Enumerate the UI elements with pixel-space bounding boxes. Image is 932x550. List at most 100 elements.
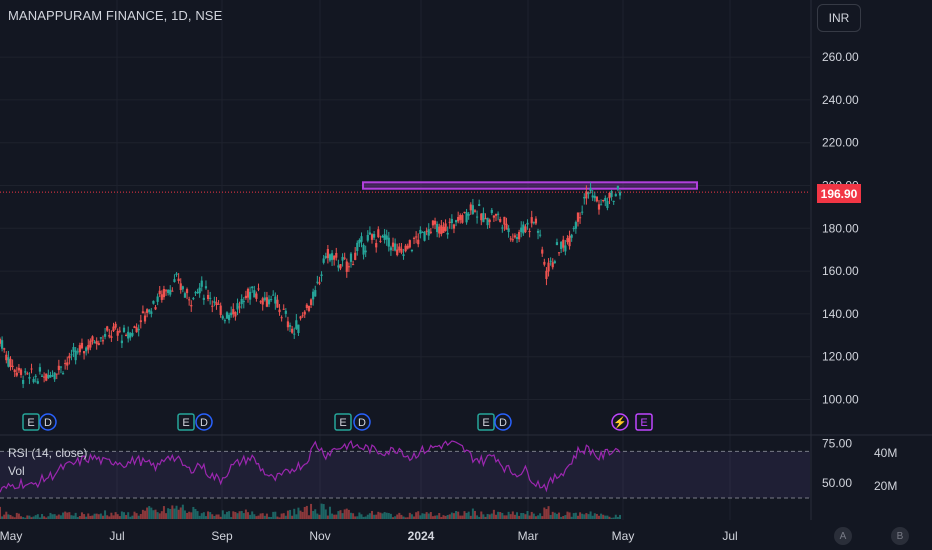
candle-body: [108, 335, 111, 337]
volume-bar: [160, 511, 163, 519]
candle-body: [133, 326, 136, 329]
volume-bar: [188, 511, 191, 519]
candle-body: [74, 350, 77, 361]
candle-body: [330, 253, 334, 260]
candle-body: [581, 211, 584, 213]
volume-legend-label[interactable]: Vol: [8, 464, 25, 478]
earnings-marker[interactable]: [334, 413, 352, 431]
volume-bar: [404, 517, 407, 519]
currency-button[interactable]: INR: [817, 4, 861, 32]
volume-bar: [91, 515, 94, 519]
volume-bar: [1, 516, 4, 519]
candle-body: [95, 340, 98, 344]
candle-body: [333, 255, 336, 260]
volume-bar: [272, 511, 275, 519]
candle-body: [85, 347, 88, 352]
volume-bar: [5, 511, 8, 519]
volume-bar: [72, 515, 75, 519]
time-tick-label: Mar: [518, 529, 539, 543]
resistance-box[interactable]: [362, 181, 698, 190]
split-marker-letter: ⚡: [613, 416, 627, 429]
volume-bar: [333, 514, 336, 519]
volume-bar: [59, 515, 62, 519]
volume-bar: [24, 517, 27, 519]
candle-body: [299, 316, 302, 319]
volume-bar: [394, 516, 397, 519]
volume-bar: [589, 511, 592, 519]
candle-body: [345, 261, 348, 272]
volume-bar: [465, 512, 468, 519]
candle-body: [562, 239, 565, 248]
candle-body: [454, 220, 458, 223]
dividend-marker[interactable]: [494, 413, 512, 431]
candle-body: [301, 315, 304, 317]
log-scale-button[interactable]: B: [891, 527, 909, 545]
volume-bar: [352, 513, 355, 519]
candle-body: [0, 339, 2, 344]
candle-body: [616, 185, 619, 190]
candle-body: [251, 286, 254, 289]
candle-body: [181, 286, 184, 290]
volume-bar: [17, 513, 20, 519]
candle-body: [284, 310, 287, 314]
volume-bar: [225, 511, 228, 519]
volume-bar: [293, 508, 296, 519]
candle-body: [286, 321, 290, 328]
volume-bar: [526, 510, 529, 519]
resistance-zone[interactable]: [362, 181, 698, 190]
candle-body: [589, 188, 592, 191]
split-marker[interactable]: [611, 413, 629, 431]
volume-bar: [20, 516, 23, 519]
candle-body: [99, 337, 102, 339]
candle-body: [351, 264, 355, 266]
candle-body: [114, 323, 117, 328]
candle-body: [215, 302, 218, 306]
candle-body: [539, 234, 542, 236]
candle-body: [507, 228, 510, 233]
volume-bar: [452, 513, 455, 519]
volume-bar: [347, 509, 350, 519]
candle-body: [280, 317, 283, 319]
volume-bar: [377, 511, 380, 519]
volume-bar: [413, 516, 416, 519]
dividend-marker[interactable]: [353, 413, 371, 431]
candle-body: [154, 307, 157, 310]
volume-bar: [175, 505, 178, 519]
volume-bar: [251, 511, 254, 519]
earnings-marker[interactable]: [177, 413, 195, 431]
volume-bar: [32, 516, 35, 519]
candle-body: [410, 249, 414, 252]
volume-bar: [162, 506, 165, 519]
volume-bar: [431, 516, 434, 519]
candlestick-series: [0, 182, 622, 389]
volume-bar: [398, 512, 401, 519]
dividend-marker[interactable]: [39, 413, 57, 431]
volume-bar: [278, 517, 281, 519]
volume-bar: [291, 515, 294, 519]
candle-body: [457, 216, 460, 222]
volume-bar: [133, 511, 136, 519]
volume-bar: [104, 510, 107, 519]
dividend-marker[interactable]: [195, 413, 213, 431]
time-axis[interactable]: May Jul Sep Nov 2024 Mar May Jul: [0, 529, 738, 543]
candle-body: [532, 222, 535, 224]
event-markers[interactable]: E D E D E D E D ⚡ E: [22, 413, 653, 431]
earnings-marker[interactable]: [477, 413, 495, 431]
earnings-marker[interactable]: [22, 413, 40, 431]
candle-body: [72, 347, 75, 352]
candle-body: [427, 229, 430, 236]
candle-body: [475, 216, 479, 218]
candle-body: [339, 264, 342, 269]
volume-bar: [85, 516, 88, 519]
volume-bar: [139, 514, 142, 519]
rsi-legend-label[interactable]: RSI (14, close): [8, 446, 88, 460]
candle-body: [572, 228, 575, 230]
candle-body: [15, 372, 18, 376]
candle-body: [190, 305, 193, 307]
auto-scale-button[interactable]: A: [834, 527, 852, 545]
volume-bar: [265, 513, 268, 519]
volume-bar: [385, 512, 388, 519]
earnings-upcoming-marker[interactable]: [635, 413, 653, 431]
price-axis[interactable]: 260.00240.00220.00200.00180.00160.00140.…: [822, 50, 897, 493]
